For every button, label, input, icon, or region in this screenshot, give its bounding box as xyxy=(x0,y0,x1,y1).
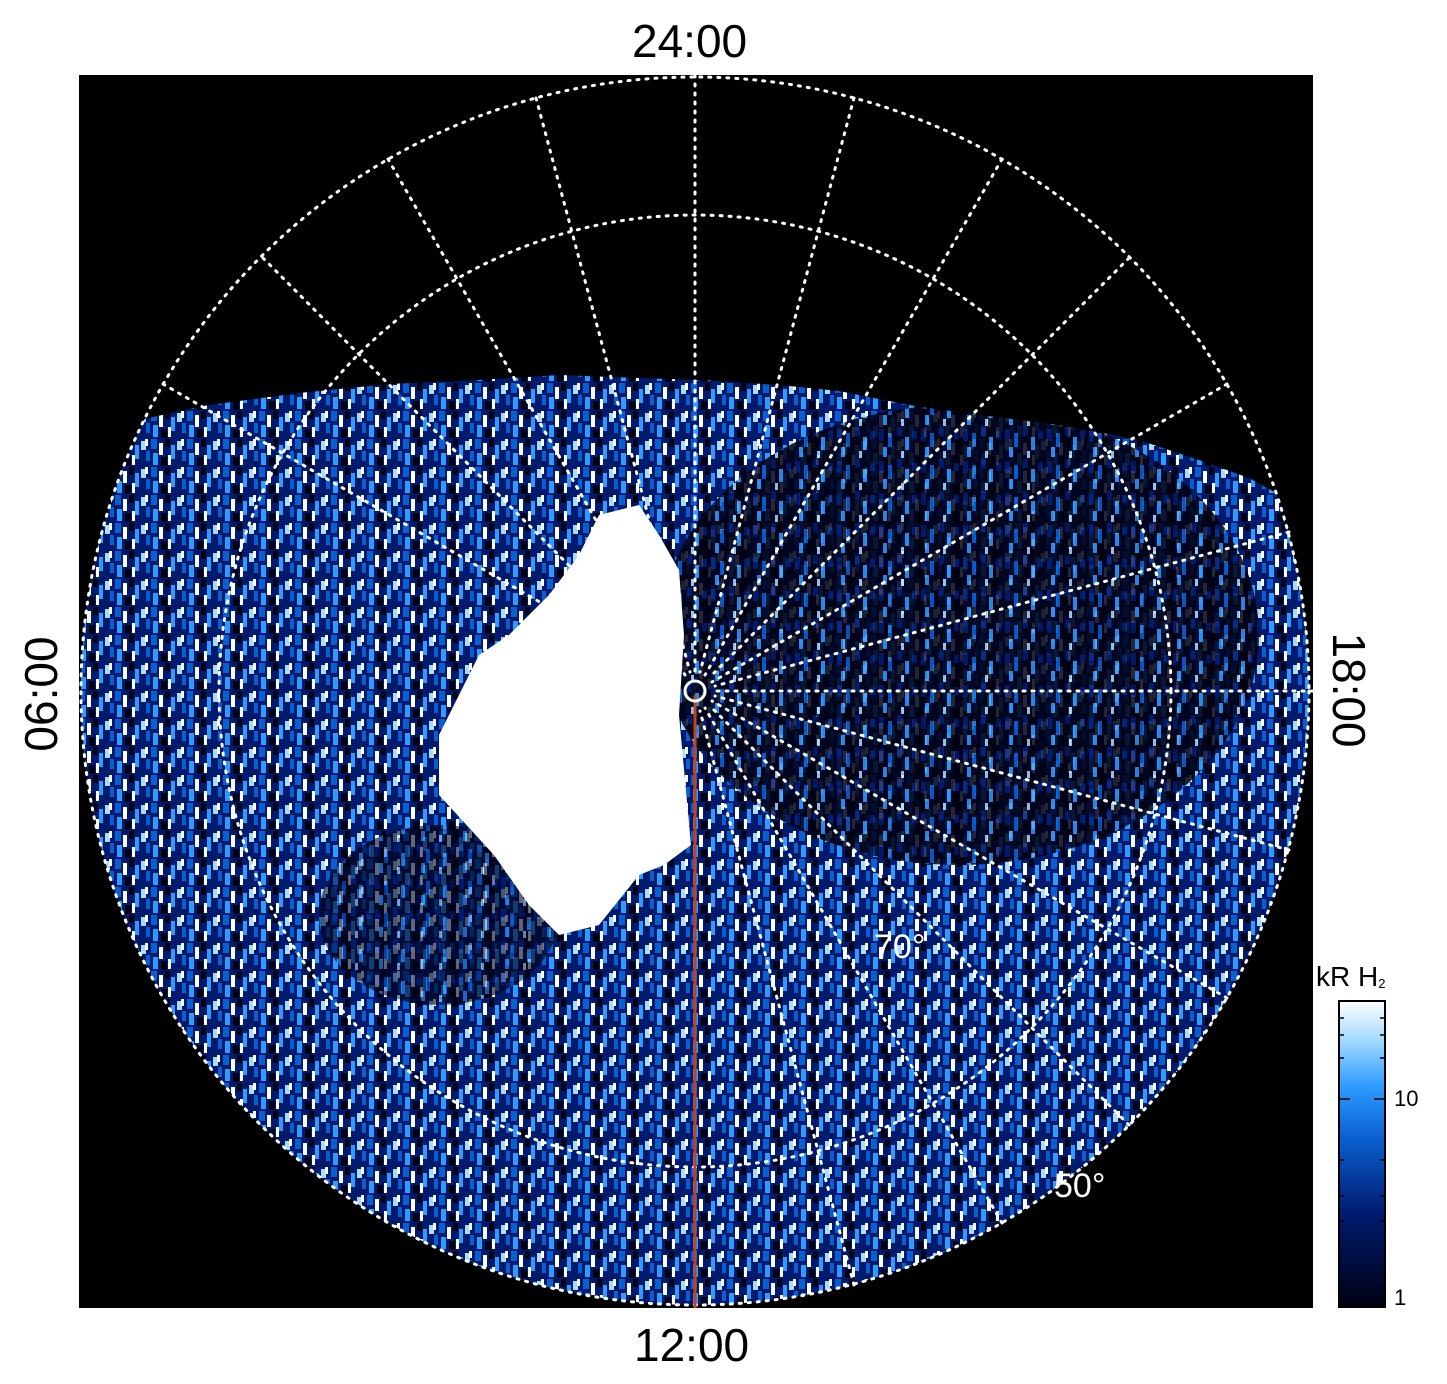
meridian-02 xyxy=(534,96,692,674)
colorbar-gradient xyxy=(1338,1000,1386,1308)
meridian-08b xyxy=(710,699,1229,1000)
latitude-label-70: 70° xyxy=(874,928,925,966)
colorbar-tick-1: 1 xyxy=(1394,1285,1407,1310)
meridian-14 xyxy=(713,530,1291,688)
latitude-label-50: 50° xyxy=(1054,1167,1105,1205)
meridian-06b xyxy=(707,703,1131,1127)
polar-grid xyxy=(79,75,1313,1307)
meridian-22 xyxy=(698,96,856,674)
meridian-08 xyxy=(161,382,680,684)
meridian-02b xyxy=(698,709,856,1287)
meridian-16 xyxy=(710,382,1229,684)
bright-auroral-emission xyxy=(439,505,691,935)
colorbar-title: kR H2 xyxy=(1316,961,1386,992)
colorbar xyxy=(1338,1000,1386,1308)
auroral-polar-projection: 70° 50° xyxy=(79,75,1313,1308)
meridian-06 xyxy=(261,256,683,680)
meridian-18 xyxy=(707,256,1131,680)
hour-label-12: 12:00 xyxy=(634,1319,750,1371)
hour-label-24: 24:00 xyxy=(632,15,748,67)
hour-label-06: 06:00 xyxy=(15,636,67,752)
meridian-04b xyxy=(703,706,1004,1225)
pole-marker xyxy=(683,679,707,703)
hour-label-18: 18:00 xyxy=(1323,632,1375,748)
meridian-10 xyxy=(713,694,1291,852)
meridian-04 xyxy=(386,157,687,677)
meridian-20 xyxy=(703,157,1004,677)
colorbar-tick-10: 10 xyxy=(1394,1086,1419,1111)
